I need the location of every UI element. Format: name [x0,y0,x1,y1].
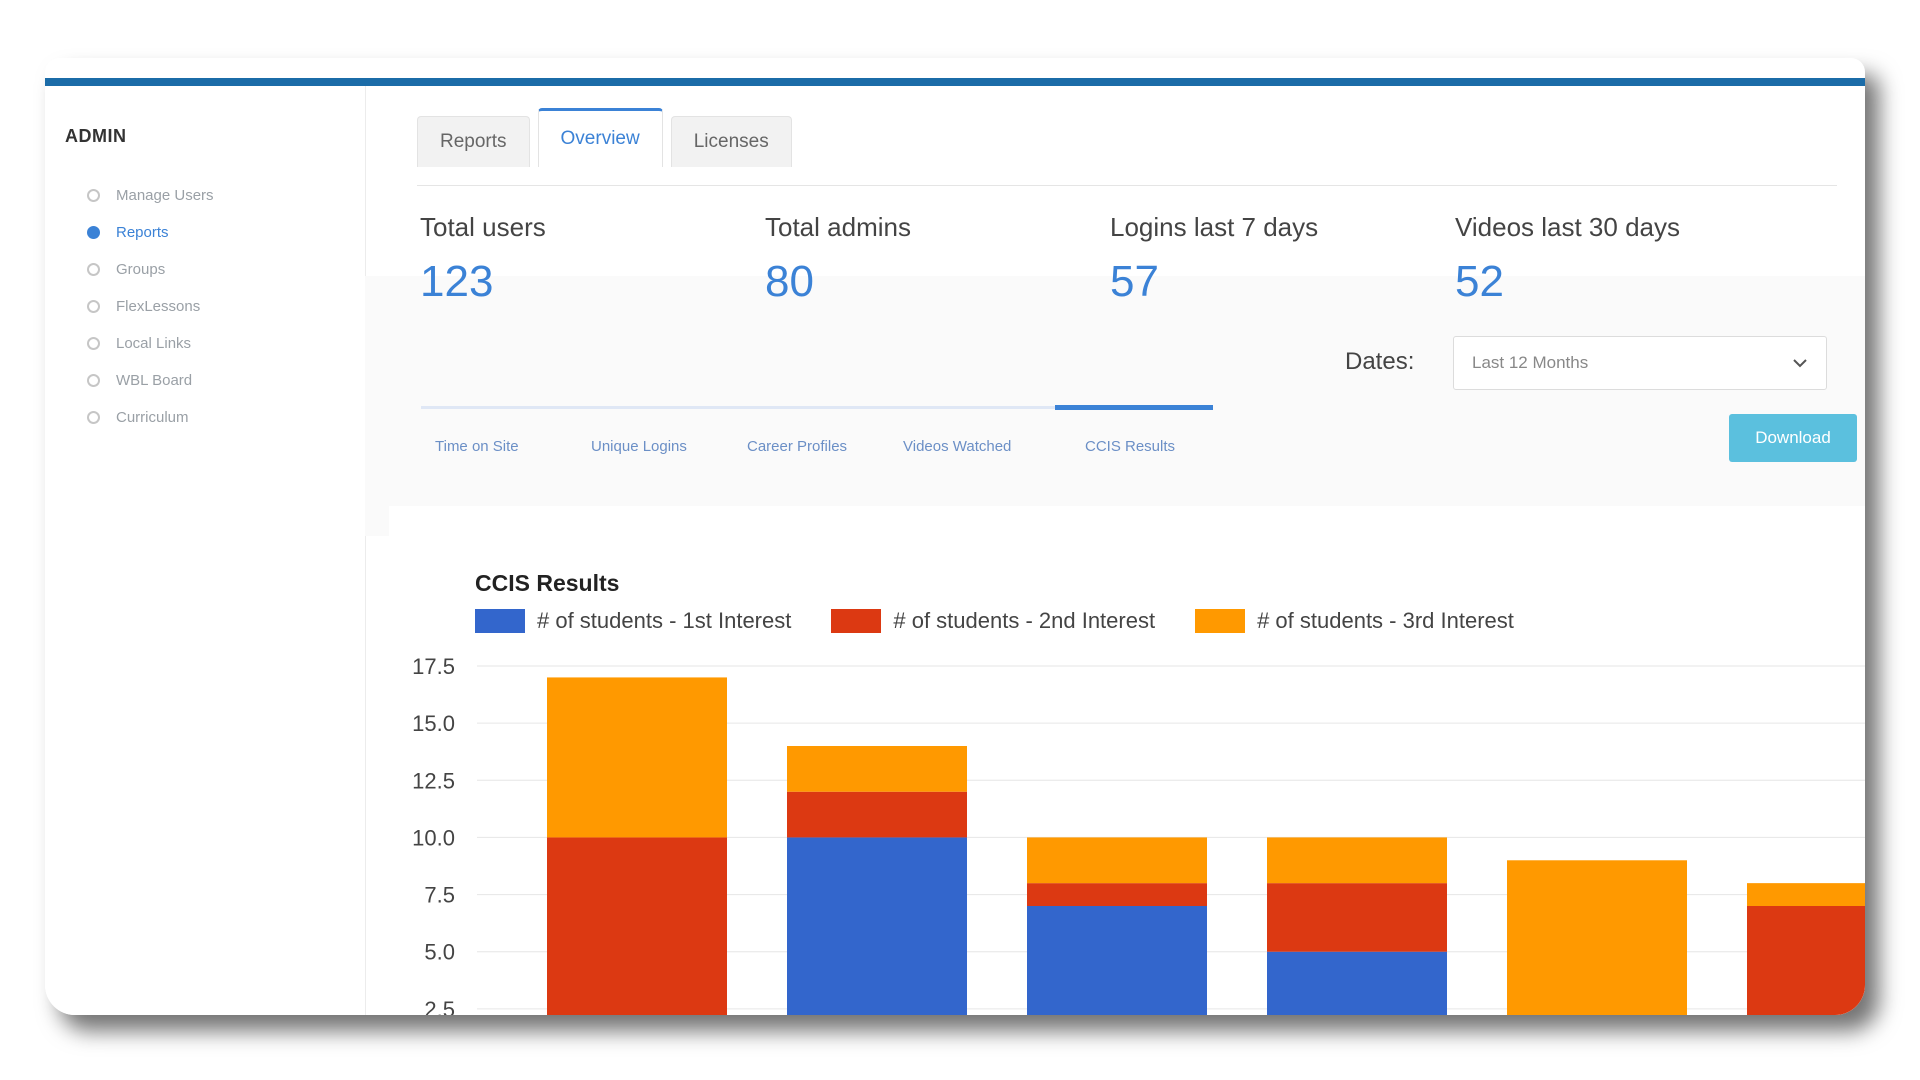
bar-segment-series-2 [547,837,727,1015]
chart-legend: # of students - 1st Interest # of studen… [475,608,1554,634]
bar-segment-series-3 [547,677,727,838]
radio-icon [87,299,100,313]
stat-total-admins: Total admins 80 [765,212,911,307]
sidebar-item-reports[interactable]: Reports [87,217,169,247]
legend-swatch [831,609,882,633]
subtab-time-on-site[interactable]: Time on Site [435,438,519,455]
stat-label: Videos last 30 days [1455,212,1680,242]
bar-segment-series-1 [1027,906,1207,1015]
stat-label: Logins last 7 days [1110,212,1319,242]
stat-value: 123 [420,257,494,306]
y-tick-label: 5.0 [424,940,455,965]
tab-divider [417,185,1837,186]
tab-overview[interactable]: Overview [537,108,663,167]
legend-item-1st-interest[interactable]: # of students - 1st Interest [475,608,791,634]
y-tick-label: 12.5 [412,768,455,793]
legend-label: # of students - 1st Interest [537,608,792,633]
dates-label: Dates: [1345,348,1415,375]
tab-bar: Reports Overview Licenses [417,108,800,167]
chevron-down-icon [1792,358,1808,368]
download-button[interactable]: Download [1729,414,1857,462]
main-content: Reports Overview Licenses Total users 12… [365,86,1865,1015]
sidebar-item-label: WBL Board [116,371,193,389]
bar-segment-series-3 [1747,883,1865,906]
tab-licenses[interactable]: Licenses [670,116,792,167]
sidebar-item-flexlessons[interactable]: FlexLessons [87,291,200,321]
sidebar-item-local-links[interactable]: Local Links [87,328,191,358]
bar-segment-series-1 [1267,951,1447,1015]
y-tick-label: 17.5 [412,654,455,679]
stat-logins-last-7-days: Logins last 7 days 57 [1110,212,1318,307]
radio-selected-icon [87,225,100,239]
tab-reports[interactable]: Reports [417,116,530,167]
y-tick-label: 10.0 [412,825,455,850]
sidebar-item-curriculum[interactable]: Curriculum [87,402,189,432]
bar-segment-series-1 [787,837,967,1015]
subtab-active-indicator [1055,405,1213,410]
subtab-videos-watched[interactable]: Videos Watched [903,438,1012,455]
sidebar-title: ADMIN [65,126,127,146]
sidebar-item-label: Groups [116,260,166,278]
stat-label: Total admins [765,212,911,242]
dates-select-value: Last 12 Months [1472,353,1589,372]
legend-swatch [1195,609,1246,633]
bar-segment-series-2 [1267,883,1447,952]
legend-label: # of students - 2nd Interest [893,608,1156,633]
legend-item-2nd-interest[interactable]: # of students - 2nd Interest [831,608,1155,634]
legend-swatch [475,609,525,633]
stat-label: Total users [420,212,546,242]
chart-title: CCIS Results [475,570,620,596]
bar-segment-series-3 [787,746,967,792]
ccis-results-chart: 0.02.55.07.510.012.515.017.5 [412,654,1865,1015]
app-window: ADMIN Manage Users Reports Groups FlexLe… [45,58,1865,1015]
sidebar-item-label: Reports [116,223,169,241]
legend-item-3rd-interest[interactable]: # of students - 3rd Interest [1195,608,1514,634]
top-accent-bar [45,78,1865,86]
y-tick-label: 7.5 [424,883,455,908]
sidebar-item-groups[interactable]: Groups [87,254,165,284]
stat-value: 57 [1110,257,1159,306]
sidebar: ADMIN Manage Users Reports Groups FlexLe… [45,86,366,1015]
subtab-unique-logins[interactable]: Unique Logins [591,438,687,455]
dates-select[interactable]: Last 12 Months [1453,336,1827,390]
bar-segment-series-3 [1267,837,1447,884]
radio-icon [87,336,100,350]
bar-segment-series-3 [1507,860,1687,1015]
radio-icon [87,188,100,202]
bar-segment-series-3 [1027,837,1207,884]
sidebar-item-label: Manage Users [116,186,214,204]
sidebar-item-label: Local Links [116,334,192,352]
radio-icon [87,262,100,276]
subtab-career-profiles[interactable]: Career Profiles [747,438,848,455]
stat-total-users: Total users 123 [420,212,546,307]
radio-icon [87,410,100,424]
y-tick-label: 2.5 [424,997,455,1015]
legend-label: # of students - 3rd Interest [1257,608,1514,633]
subtab-ccis-results[interactable]: CCIS Results [1085,438,1176,455]
y-tick-label: 15.0 [412,711,455,736]
sidebar-item-manage-users[interactable]: Manage Users [87,180,214,210]
sidebar-item-label: FlexLessons [116,297,201,315]
sidebar-item-label: Curriculum [116,408,189,426]
bar-segment-series-2 [787,791,967,838]
bar-segment-series-2 [1027,883,1207,906]
stat-value: 52 [1455,257,1504,306]
subtab-track [421,406,1205,409]
stat-value: 80 [765,257,814,306]
bar-segment-series-2 [1747,906,1865,1015]
stat-videos-last-30-days: Videos last 30 days 52 [1455,212,1680,307]
sidebar-item-wbl-board[interactable]: WBL Board [87,365,192,395]
radio-icon [87,373,100,387]
